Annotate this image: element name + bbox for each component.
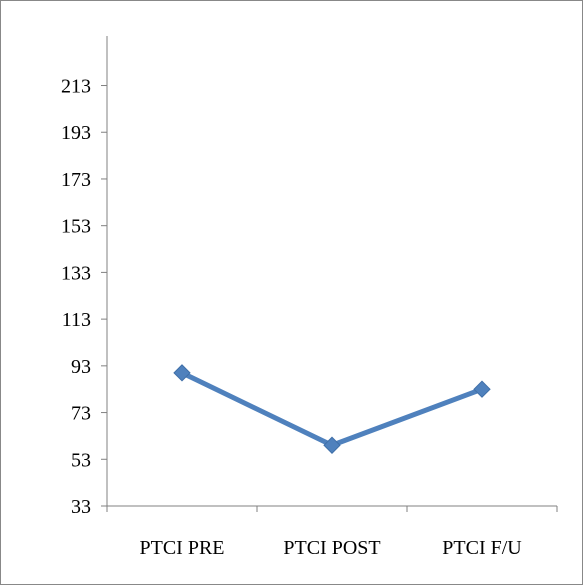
series-line [179, 370, 485, 448]
series-group [173, 364, 491, 454]
y-axis: 33 53 73 93 113 133 153 173 193 213 [61, 36, 108, 518]
x-axis: PTCI PRE PTCI POST PTCI F/U [106, 505, 558, 559]
y-tick-label: 213 [61, 76, 91, 98]
data-point-marker [173, 364, 191, 382]
data-point-marker [473, 380, 491, 398]
y-tick-label: 153 [61, 216, 91, 238]
y-tick-label: 73 [71, 403, 91, 425]
x-tick-label: PTCI POST [283, 537, 380, 559]
data-point-marker [323, 436, 341, 454]
y-tick-label: 133 [61, 262, 91, 284]
y-tick-label: 33 [71, 496, 91, 518]
y-tick-label: 53 [71, 449, 91, 471]
y-tick-label: 193 [61, 122, 91, 144]
y-tick-label: 93 [71, 356, 91, 378]
x-tick-label: PTCI F/U [442, 537, 522, 559]
y-tick-label: 173 [61, 169, 91, 191]
y-tick-label: 113 [62, 309, 91, 331]
x-tick-label: PTCI PRE [139, 537, 224, 559]
